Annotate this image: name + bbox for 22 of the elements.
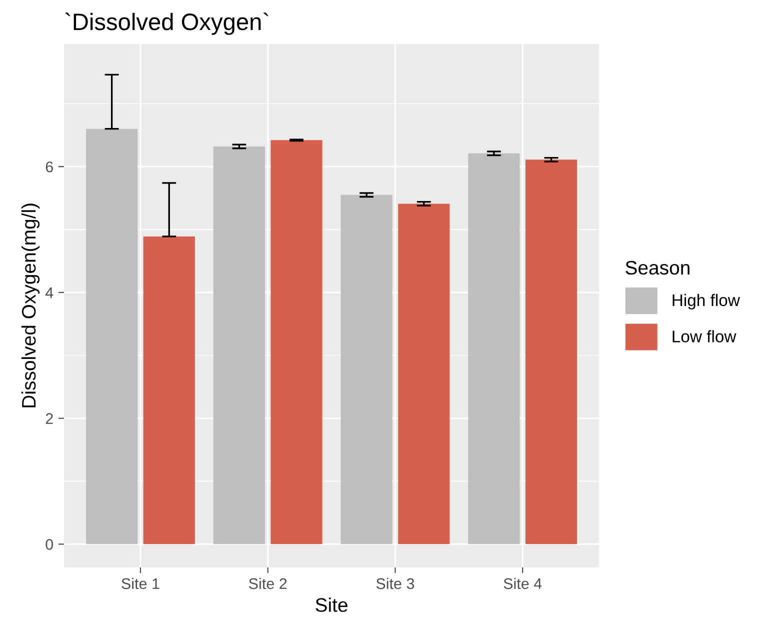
bar (86, 128, 138, 544)
legend-label: Low flow (672, 330, 736, 342)
x-tick-label: Site 4 (504, 578, 542, 590)
y-tick-label: 6 (46, 161, 53, 172)
y-tick-label: 2 (46, 413, 53, 424)
x-tick-label: Site 2 (249, 578, 287, 590)
bar (525, 160, 578, 544)
legend-title: Season (626, 260, 690, 275)
x-axis-title: Site (316, 598, 348, 612)
x-tick-label: Site 3 (376, 578, 414, 590)
x-tick-label: Site 1 (122, 578, 160, 590)
chart-title: `Dissolved Oxygen` (65, 12, 268, 35)
y-axis-title: Dissolved Oxygen(mg/l) (21, 204, 40, 408)
bar (468, 153, 520, 544)
bar (340, 194, 392, 544)
bar (143, 236, 195, 544)
bar (270, 140, 322, 544)
legend-label: High flow (672, 294, 740, 310)
y-tick-label: 0 (46, 539, 54, 550)
y-tick-label: 4 (45, 287, 54, 298)
bar (398, 204, 450, 544)
bar (213, 146, 265, 544)
